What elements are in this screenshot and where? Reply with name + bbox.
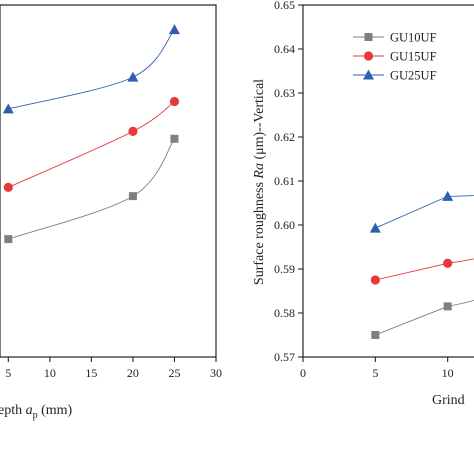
- left-x-tick-label: 20: [127, 366, 139, 380]
- left-x-axis-label-pre: epth: [0, 403, 26, 418]
- left-x-tick-label: 10: [44, 366, 56, 380]
- left-series-line-gu25uf: [8, 29, 175, 110]
- right-y-tick-label: 0.65: [274, 0, 295, 12]
- left-point-gu25uf: [2, 103, 14, 114]
- right-point-gu15uf: [443, 258, 453, 268]
- legend-label-gu25uf: GU25UF: [390, 69, 437, 83]
- legend-marker-gu25uf: [363, 69, 374, 80]
- legend: GU10UF GU15UF GU25UF: [353, 31, 437, 83]
- right-y-tick-label: 0.58: [274, 306, 295, 320]
- left-x-axis-label-sub: p: [33, 410, 38, 421]
- right-y-axis-label-post: (μm)--Vertical: [252, 79, 267, 163]
- left-x-tick-label: 5: [5, 366, 11, 380]
- right-x-axis-label: Grind: [432, 393, 465, 408]
- left-x-axis-label-var: a: [26, 403, 33, 418]
- left-point-gu15uf: [128, 126, 138, 136]
- right-y-tick-label: 0.62: [274, 130, 295, 144]
- right-y-tick-label: 0.60: [274, 218, 295, 232]
- left-point-gu10uf: [128, 192, 137, 201]
- left-point-gu15uf: [3, 182, 13, 192]
- legend-marker-gu10uf: [364, 33, 373, 41]
- right-series-tail-gu10uf: [447, 299, 474, 307]
- right-x-tick-label: 0: [300, 366, 306, 380]
- right-series-line-gu10uf: [375, 305, 448, 336]
- right-y-tick-label: 0.64: [274, 42, 295, 56]
- left-point-gu25uf: [168, 24, 180, 35]
- left-plot-frame: [0, 4, 217, 358]
- right-y-axis-label: Surface roughness Ra (μm)--Vertical: [252, 79, 267, 285]
- left-x-tick-label: 15: [85, 366, 97, 380]
- right-x-tick-label: 10: [442, 366, 454, 380]
- legend-label-gu10uf: GU10UF: [390, 31, 437, 45]
- right-y-axis-label-var: Ra: [252, 163, 267, 180]
- left-point-gu15uf: [169, 96, 180, 107]
- legend-marker-gu15uf: [363, 51, 374, 61]
- right-y-tick-label: 0.59: [274, 262, 295, 276]
- left-x-tick-label: 30: [210, 366, 222, 380]
- right-y-tick-label: 0.57: [274, 350, 295, 364]
- right-point-gu15uf: [370, 275, 380, 285]
- right-point-gu10uf: [443, 302, 452, 311]
- left-point-gu25uf: [127, 71, 139, 82]
- left-x-axis-label: epth ap (mm): [0, 403, 73, 421]
- left-series-line-gu10uf: [8, 138, 175, 240]
- right-y-tick-label: 0.63: [274, 86, 295, 100]
- left-x-axis-label-post: (mm): [38, 403, 73, 418]
- legend-label-gu15uf: GU15UF: [390, 50, 437, 64]
- left-point-gu10uf: [170, 134, 179, 143]
- left-series-line-gu15uf: [8, 101, 175, 188]
- right-point-gu25uf: [442, 190, 454, 201]
- right-y-tick-label: 0.61: [274, 174, 295, 188]
- right-series-tail-gu25uf: [447, 195, 474, 197]
- right-point-gu25uf: [369, 222, 381, 233]
- right-point-gu10uf: [371, 331, 380, 339]
- left-point-gu10uf: [4, 235, 13, 244]
- right-x-tick-label: 5: [372, 366, 378, 380]
- right-y-axis-label-pre: Surface roughness: [252, 179, 267, 286]
- left-x-tick-label: 25: [168, 366, 180, 380]
- right-series-line-gu25uf: [375, 195, 448, 229]
- right-series-line-gu15uf: [375, 262, 448, 281]
- right-series-tail-gu15uf: [447, 258, 474, 264]
